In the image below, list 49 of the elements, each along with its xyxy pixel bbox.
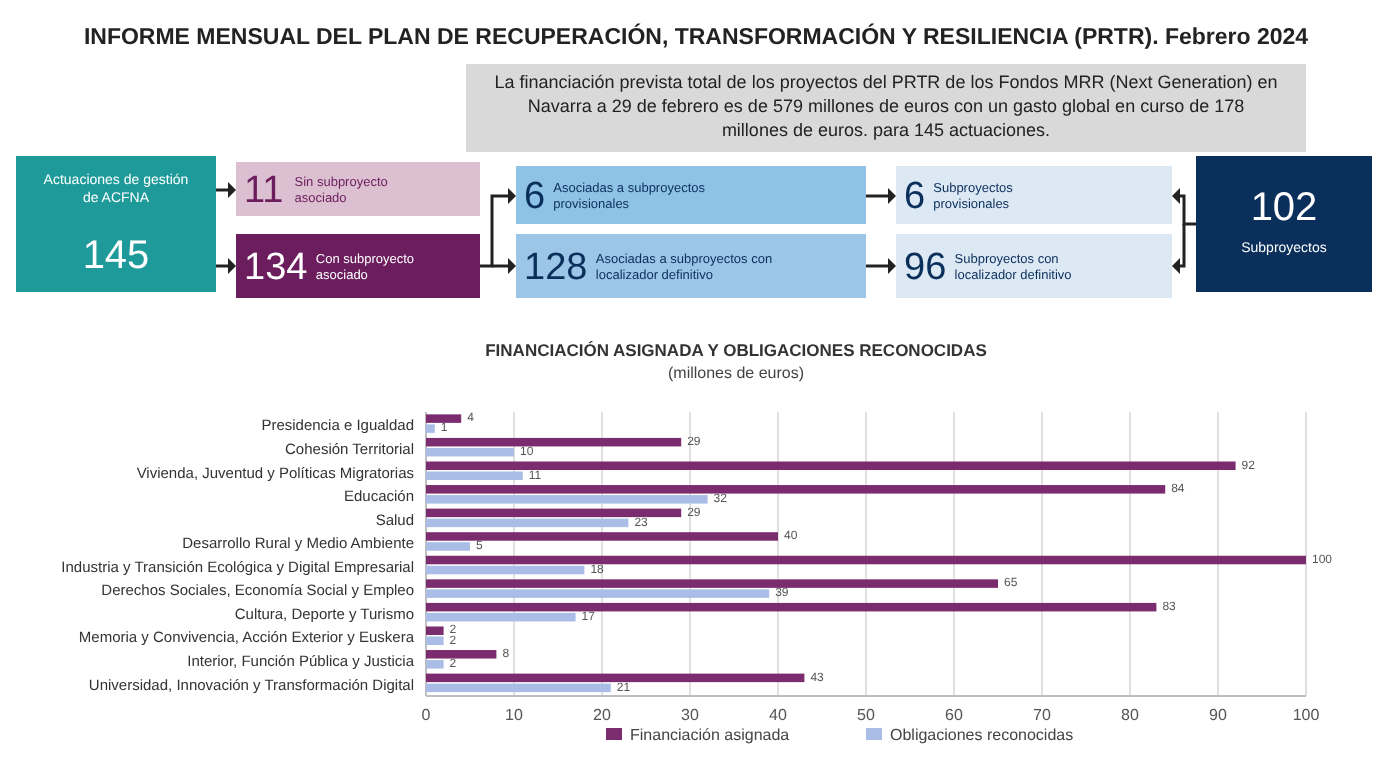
- bar: [426, 518, 629, 528]
- bar: [426, 471, 523, 481]
- legend-label: Obligaciones reconocidas: [890, 726, 1074, 744]
- bar: [426, 508, 682, 518]
- bar: [426, 542, 470, 551]
- bar: [426, 660, 444, 669]
- legend-label: Financiación asignada: [630, 726, 791, 744]
- x-tick-label: 0: [421, 706, 432, 724]
- bar: [426, 447, 514, 457]
- text: INFORME MENSUAL DEL PLAN DE RECUPERACIÓN, TRANSFORMACIÓN Y RESILIENCIA (PRTR). Febrero 2024: [83, 22, 1310, 50]
- bar: [426, 495, 708, 504]
- x-tick-label: 80: [1121, 706, 1140, 724]
- chart-subtitle: (millones de euros): [667, 364, 805, 382]
- bar: [426, 673, 805, 683]
- text: 6: [524, 176, 546, 219]
- bar: [426, 602, 1157, 612]
- x-tick-label: 30: [681, 706, 700, 724]
- x-tick-label: 100: [1292, 706, 1321, 724]
- x-tick-label: 50: [857, 706, 876, 724]
- bar: [426, 461, 1236, 471]
- text: 96: [904, 247, 947, 290]
- bar: [426, 555, 1306, 565]
- bar: [426, 636, 444, 645]
- x-tick-label: 20: [593, 706, 612, 724]
- bar: [426, 485, 1166, 494]
- x-tick-label: 10: [505, 706, 524, 724]
- bar: [426, 565, 585, 575]
- text: 6: [904, 176, 926, 219]
- x-tick-label: 60: [945, 706, 964, 724]
- text: 11: [244, 170, 284, 213]
- x-tick-label: 90: [1209, 706, 1228, 724]
- text: 145: [82, 234, 150, 278]
- bar: [426, 626, 444, 635]
- bar: [426, 612, 576, 622]
- text: 134: [244, 247, 309, 290]
- bar: [426, 579, 998, 588]
- text: 102: [1250, 186, 1318, 230]
- x-tick-label: 40: [769, 706, 788, 724]
- bar: [426, 532, 778, 541]
- x-tick-label: 70: [1033, 706, 1052, 724]
- text: 128: [524, 247, 588, 290]
- chart-title: FINANCIACIÓN ASIGNADA Y OBLIGACIONES RECONOCIDAS: [485, 340, 988, 360]
- bar: [426, 650, 497, 659]
- bar: [426, 683, 611, 693]
- bar: [426, 414, 462, 423]
- bar: [426, 437, 682, 447]
- bar: [426, 589, 770, 598]
- text: La financiación prevista total de los proyectos del PRTR de los Fondos MRR (Next Generation) en Navarra a 29 de febrero es de 579 millones de euros con un gasto global en curso de 178 millones de euros. para 145 actuaciones.: [494, 72, 1278, 140]
- bar: [426, 424, 435, 433]
